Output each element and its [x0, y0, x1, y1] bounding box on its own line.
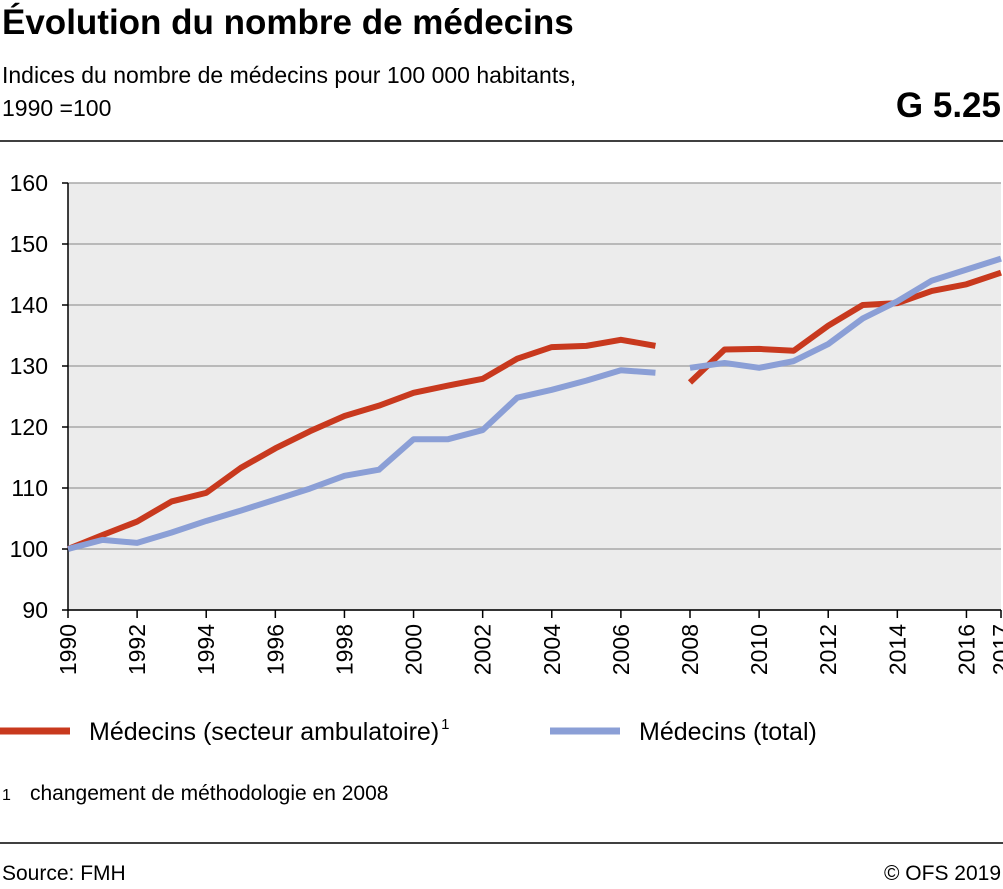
x-tick-label: 1996: [262, 624, 288, 675]
x-tick-label: 1992: [124, 624, 150, 675]
x-tick-label: 2012: [815, 624, 841, 675]
footnote: changement de méthodologie en 2008: [30, 782, 388, 805]
chart-code: G 5.25: [896, 86, 1001, 125]
y-tick-label: 160: [10, 170, 48, 196]
y-tick-label: 140: [10, 292, 48, 318]
y-tick-label: 110: [11, 475, 48, 501]
x-tick-label: 2006: [608, 624, 634, 675]
x-tick-label: 2002: [470, 624, 496, 675]
x-tick-label: 2004: [539, 624, 565, 675]
y-tick-label: 150: [10, 231, 48, 257]
series-line: [687, 269, 1002, 385]
x-tick-label: 2014: [884, 624, 910, 675]
y-tick-label: 120: [10, 414, 48, 440]
chart-title: Évolution du nombre de médecins: [2, 2, 574, 42]
series-line: [67, 367, 656, 552]
series-line: [689, 255, 1002, 371]
subtitle: Indices du nombre de médecins pour 100 0…: [2, 62, 576, 88]
x-tick-label: 2016: [953, 624, 979, 675]
y-tick-label: 130: [10, 353, 48, 379]
subtitle: 1990 =100: [2, 95, 111, 121]
x-tick-label: 1990: [55, 624, 81, 675]
y-tick-label: 100: [10, 536, 48, 562]
x-tick-label: 1998: [331, 624, 357, 675]
series-line: [66, 336, 656, 552]
x-tick-label: 2017: [988, 624, 1003, 675]
copyright: © OFS 2019: [884, 862, 1001, 885]
legend-sup: 1: [441, 716, 449, 733]
footnote-mark: 1: [2, 787, 11, 804]
x-tick-label: 2010: [746, 624, 772, 675]
x-tick-label: 1994: [193, 624, 219, 675]
x-tick-label: 2000: [401, 624, 427, 675]
legend-label: Médecins (total): [639, 718, 817, 746]
legend-label: Médecins (secteur ambulatoire): [89, 718, 439, 746]
source: Source: FMH: [2, 862, 126, 885]
y-tick-label: 90: [22, 597, 48, 623]
x-tick-label: 2008: [677, 624, 703, 675]
